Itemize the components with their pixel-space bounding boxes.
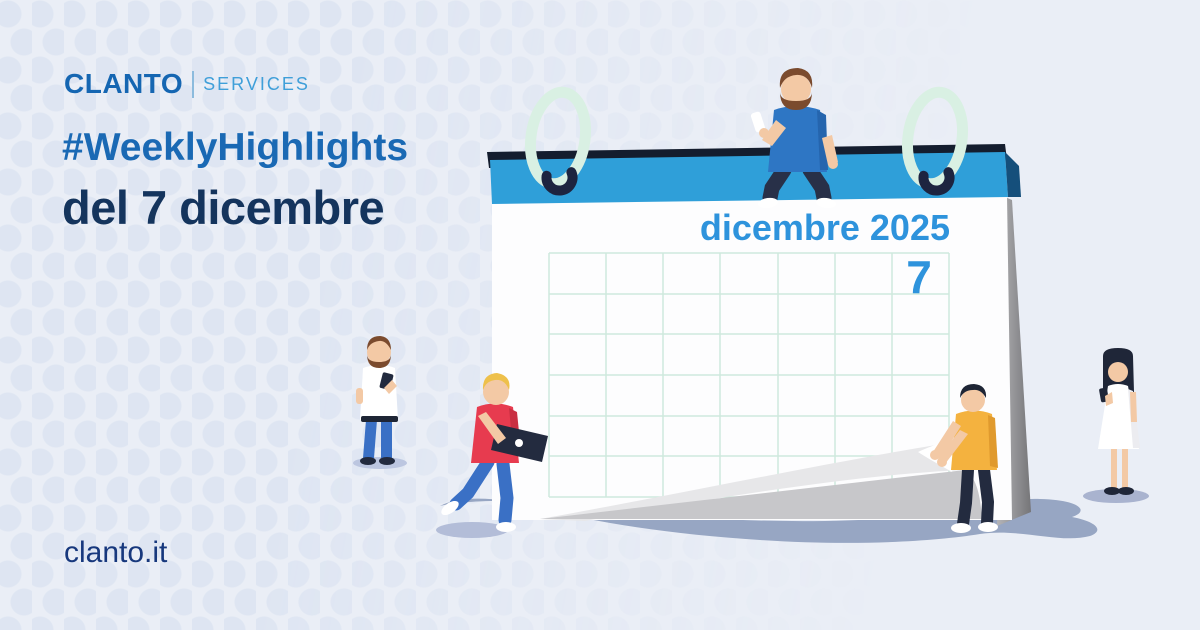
brand-suffix: SERVICES: [203, 73, 310, 94]
calendar-month-label: dicembre 2025: [700, 207, 950, 248]
woman-illustration: [1098, 348, 1140, 495]
calendar-day-number: 7: [906, 251, 932, 303]
binder-ring-left: [525, 86, 591, 196]
hashtag-title: #WeeklyHighlights: [62, 126, 409, 169]
page-pulling-man-illustration: [930, 384, 998, 533]
binder-ring-right: [902, 86, 968, 196]
date-subtitle: del 7 dicembre: [62, 181, 385, 234]
sitting-man-illustration: [750, 68, 838, 209]
brand-logo: CLANTO SERVICES: [64, 68, 310, 100]
calendar-header-side: [1005, 152, 1021, 197]
standing-man-illustration: [356, 336, 398, 465]
shadow-laptop-man: [436, 522, 508, 538]
calendar-body: dicembre 2025 7: [487, 144, 1031, 526]
brand-divider: [192, 70, 195, 98]
website-url: clanto.it: [64, 536, 168, 569]
laptop-man-illustration: [441, 373, 548, 532]
brand-name: CLANTO: [64, 68, 184, 99]
calendar-header-band: [490, 152, 1008, 204]
calendar-page: [492, 196, 1012, 520]
